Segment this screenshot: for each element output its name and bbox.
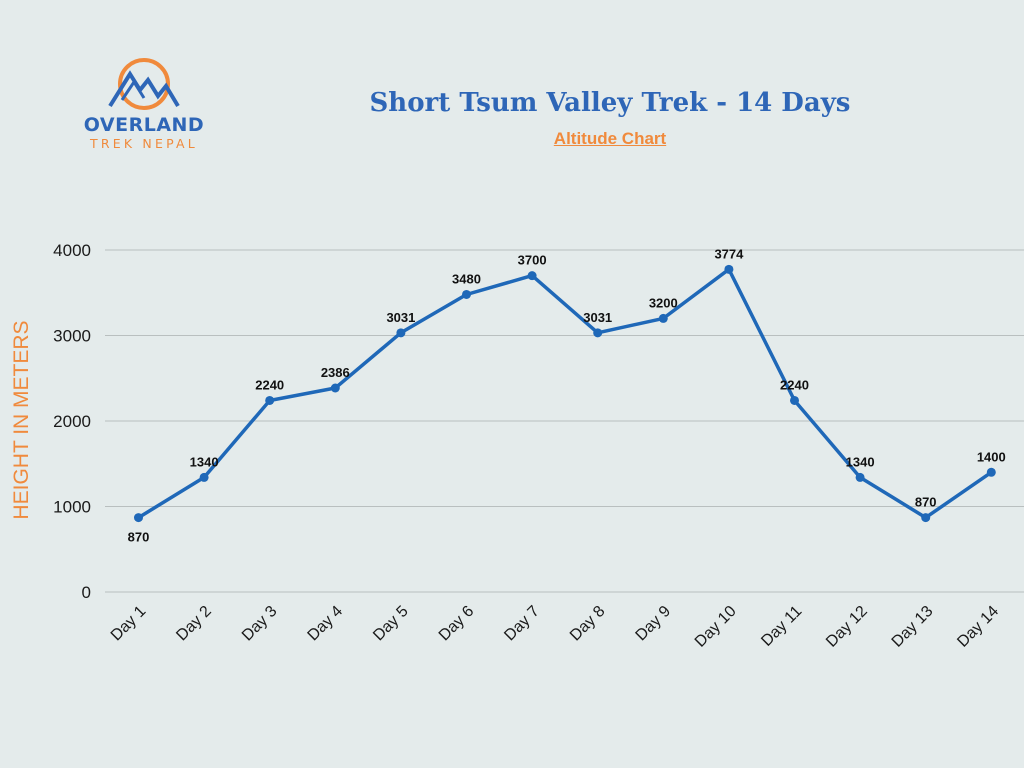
x-tick-label: Day 3 bbox=[239, 603, 281, 645]
brand-tagline: TREK NEPAL bbox=[90, 136, 198, 151]
data-point bbox=[199, 472, 209, 482]
data-label: 1340 bbox=[846, 454, 875, 469]
data-label: 870 bbox=[128, 530, 150, 545]
data-point bbox=[330, 383, 340, 393]
mountain-logo-icon bbox=[108, 58, 180, 110]
data-label: 3774 bbox=[714, 246, 744, 261]
data-point bbox=[527, 271, 537, 281]
data-point bbox=[986, 467, 996, 477]
data-label: 3031 bbox=[386, 310, 415, 325]
data-point bbox=[593, 328, 603, 338]
x-tick-label: Day 7 bbox=[501, 603, 543, 645]
y-axis-label: HEIGHT IN METERS bbox=[10, 320, 33, 519]
data-points bbox=[134, 264, 996, 523]
data-label: 1340 bbox=[190, 454, 219, 469]
x-axis-ticks: Day 1 Day 2 Day 3 Day 4 Day 5 Day 6 Day 7 Day 8… bbox=[108, 603, 1002, 651]
data-label: 3031 bbox=[583, 310, 612, 325]
data-point bbox=[855, 472, 865, 482]
chart-subtitle: Altitude Chart bbox=[553, 129, 667, 148]
x-tick-label: Day 6 bbox=[436, 603, 478, 645]
x-tick-label: Day 2 bbox=[173, 603, 215, 645]
data-point bbox=[134, 513, 143, 523]
data-label: 1400 bbox=[977, 449, 1006, 464]
brand-name: OVERLAND bbox=[83, 114, 205, 136]
data-label: 2240 bbox=[780, 377, 809, 392]
x-tick-label: Day 1 bbox=[108, 603, 150, 645]
x-tick-label: Day 5 bbox=[370, 603, 412, 645]
x-tick-label: Day 9 bbox=[633, 603, 675, 645]
y-axis-ticks: 0 1000 2000 3000 4000 bbox=[53, 241, 91, 602]
data-labels: 870 1340 2240 2386 3031 3480 3700 3031 3200 3774 2… bbox=[128, 246, 1006, 544]
data-point bbox=[724, 264, 734, 274]
y-tick-label: 0 bbox=[82, 583, 91, 602]
gridlines bbox=[105, 249, 1024, 593]
data-label: 3700 bbox=[518, 253, 547, 268]
x-tick-label: Day 4 bbox=[305, 603, 347, 645]
data-point bbox=[921, 513, 931, 523]
y-tick-label: 2000 bbox=[53, 412, 91, 431]
x-tick-label: Day 13 bbox=[889, 603, 937, 651]
y-tick-label: 3000 bbox=[53, 327, 91, 346]
x-tick-label: Day 12 bbox=[823, 603, 871, 651]
x-tick-label: Day 14 bbox=[954, 603, 1002, 651]
y-tick-label: 4000 bbox=[53, 241, 91, 260]
chart-title: Short Tsum Valley Trek - 14 Days bbox=[369, 88, 851, 118]
data-point bbox=[462, 289, 471, 299]
brand-logo: OVERLAND TREK NEPAL bbox=[78, 56, 210, 156]
y-tick-label: 1000 bbox=[53, 498, 91, 517]
data-point bbox=[396, 328, 406, 338]
x-tick-label: Day 10 bbox=[692, 603, 740, 651]
x-tick-label: Day 11 bbox=[758, 603, 805, 650]
data-point bbox=[658, 313, 668, 323]
data-label: 870 bbox=[915, 495, 937, 510]
data-label: 2240 bbox=[255, 377, 284, 392]
data-label: 3480 bbox=[452, 271, 481, 286]
x-tick-label: Day 8 bbox=[567, 603, 609, 645]
data-label: 3200 bbox=[649, 295, 678, 310]
data-point bbox=[790, 395, 799, 405]
data-label: 2386 bbox=[321, 365, 350, 380]
data-point bbox=[265, 395, 275, 405]
altitude-series-line bbox=[137, 267, 993, 520]
